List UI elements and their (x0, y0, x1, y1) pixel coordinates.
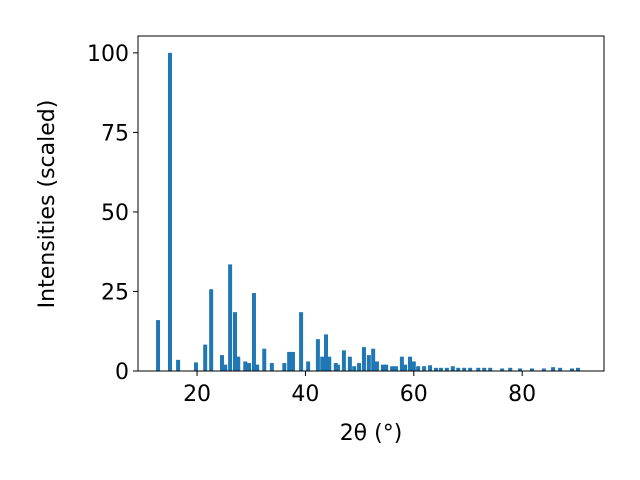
bar (428, 365, 433, 371)
bar (269, 363, 274, 371)
y-tick-label: 25 (101, 280, 129, 305)
y-tick-label: 100 (87, 42, 129, 67)
bar (282, 363, 287, 371)
bar (320, 356, 325, 371)
bar (357, 363, 362, 371)
bar (416, 366, 421, 371)
bar (219, 355, 224, 371)
bar (366, 355, 371, 371)
bar (450, 366, 455, 371)
bar (456, 367, 461, 371)
bar (468, 367, 473, 371)
x-tick-label: 80 (508, 382, 536, 407)
x-tick-label: 40 (291, 382, 319, 407)
bar (411, 361, 416, 371)
bar (399, 356, 404, 371)
bar (575, 367, 580, 371)
bar (203, 344, 208, 371)
bar (371, 348, 376, 371)
bar (444, 367, 449, 371)
bar (232, 312, 237, 371)
bar (341, 350, 346, 371)
bar (384, 364, 389, 371)
bar (488, 367, 493, 371)
bar (335, 364, 340, 371)
y-tick-label: 75 (101, 121, 129, 146)
bar (422, 366, 427, 371)
bar (209, 289, 214, 371)
bar (541, 368, 546, 371)
bar (374, 361, 379, 371)
bar (558, 367, 563, 371)
bar (529, 368, 534, 371)
bar (361, 347, 366, 371)
bar (176, 359, 181, 371)
bar (223, 364, 228, 371)
bar (299, 312, 304, 371)
bar (243, 361, 248, 371)
bar (403, 364, 408, 371)
bar (434, 367, 439, 371)
bar (462, 367, 467, 371)
bar (193, 362, 198, 371)
bar (518, 368, 523, 371)
bar (482, 367, 487, 371)
bar (287, 351, 292, 371)
bar (315, 339, 320, 371)
bar (570, 368, 575, 371)
bar (352, 366, 357, 371)
bar (508, 367, 513, 371)
bar (476, 367, 481, 371)
bar (347, 356, 352, 371)
x-tick-label: 20 (183, 382, 211, 407)
bar (324, 334, 329, 371)
bar (333, 363, 338, 371)
bar (390, 366, 395, 371)
y-tick-label: 0 (115, 360, 129, 385)
bar (251, 293, 256, 371)
bar (236, 356, 241, 371)
bar (306, 361, 311, 371)
bar (327, 356, 332, 371)
bar (438, 367, 443, 371)
bar (167, 52, 172, 371)
bar (247, 363, 252, 371)
bar (290, 351, 295, 371)
x-tick-label: 60 (400, 382, 428, 407)
bar (262, 348, 267, 371)
y-tick-label: 50 (101, 201, 129, 226)
y-axis-label: Intensities (scaled) (35, 100, 60, 309)
bar (408, 356, 413, 371)
bar (500, 368, 505, 371)
bar (156, 320, 161, 371)
x-axis-label: 2θ (°) (340, 421, 403, 446)
bar (255, 364, 260, 371)
bar (228, 264, 233, 371)
bar (551, 367, 556, 371)
bar (380, 364, 385, 371)
bar (393, 366, 398, 371)
plot-frame (137, 35, 605, 372)
